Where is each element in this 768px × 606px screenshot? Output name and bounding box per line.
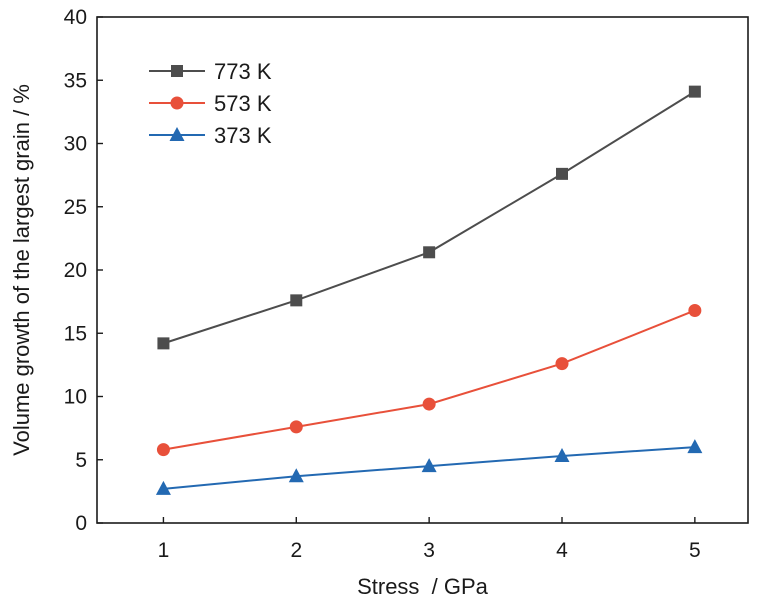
data-point	[688, 303, 702, 317]
x-tick-label: 2	[290, 539, 302, 562]
x-tick-label: 5	[689, 539, 701, 562]
legend-marker	[170, 96, 184, 110]
data-point	[555, 357, 569, 371]
series	[157, 85, 701, 350]
y-tick-label: 35	[64, 69, 87, 92]
x-axis-title: Stress / GPa	[357, 574, 489, 599]
data-point	[554, 447, 570, 462]
data-point	[556, 167, 568, 180]
data-point	[288, 468, 304, 483]
data-point	[289, 420, 303, 434]
data-point	[290, 294, 303, 307]
x-tick-label: 1	[158, 539, 170, 562]
legend: 773 K 573 K 373 K	[149, 59, 272, 148]
x-tick-label: 4	[556, 539, 568, 562]
y-tick-label: 0	[75, 512, 87, 535]
plot-frame	[96, 16, 749, 524]
y-tick-label: 5	[75, 449, 87, 472]
data-point	[687, 439, 703, 454]
legend-label: 373 K	[214, 123, 272, 148]
series-line	[163, 309, 696, 451]
y-axis-title: Volume growth of the largest grain / %	[9, 84, 34, 456]
x-tick-label: 3	[423, 539, 435, 562]
legend-marker	[169, 127, 185, 141]
data-point	[688, 85, 701, 98]
y-tick-label: 25	[64, 196, 87, 219]
y-tick-label: 40	[64, 6, 87, 29]
series	[155, 439, 703, 495]
axis-ticks: 0 5 10 15 20 25 30 35 40 1 2 3 4 5	[64, 6, 701, 562]
legend-label: 573 K	[214, 91, 272, 116]
data-point	[155, 480, 171, 495]
plot-axes	[96, 16, 749, 524]
series-layer	[155, 85, 703, 495]
legend-marker	[171, 65, 183, 77]
data-point	[157, 337, 170, 350]
data-point	[421, 458, 437, 473]
data-point	[423, 246, 436, 259]
legend-label: 773 K	[214, 59, 272, 84]
data-point	[422, 397, 436, 411]
series	[156, 303, 702, 457]
y-tick-label: 10	[64, 386, 87, 409]
y-tick-label: 20	[64, 259, 87, 282]
y-tick-label: 15	[64, 322, 87, 345]
data-point	[156, 443, 170, 457]
y-tick-label: 30	[64, 133, 87, 156]
